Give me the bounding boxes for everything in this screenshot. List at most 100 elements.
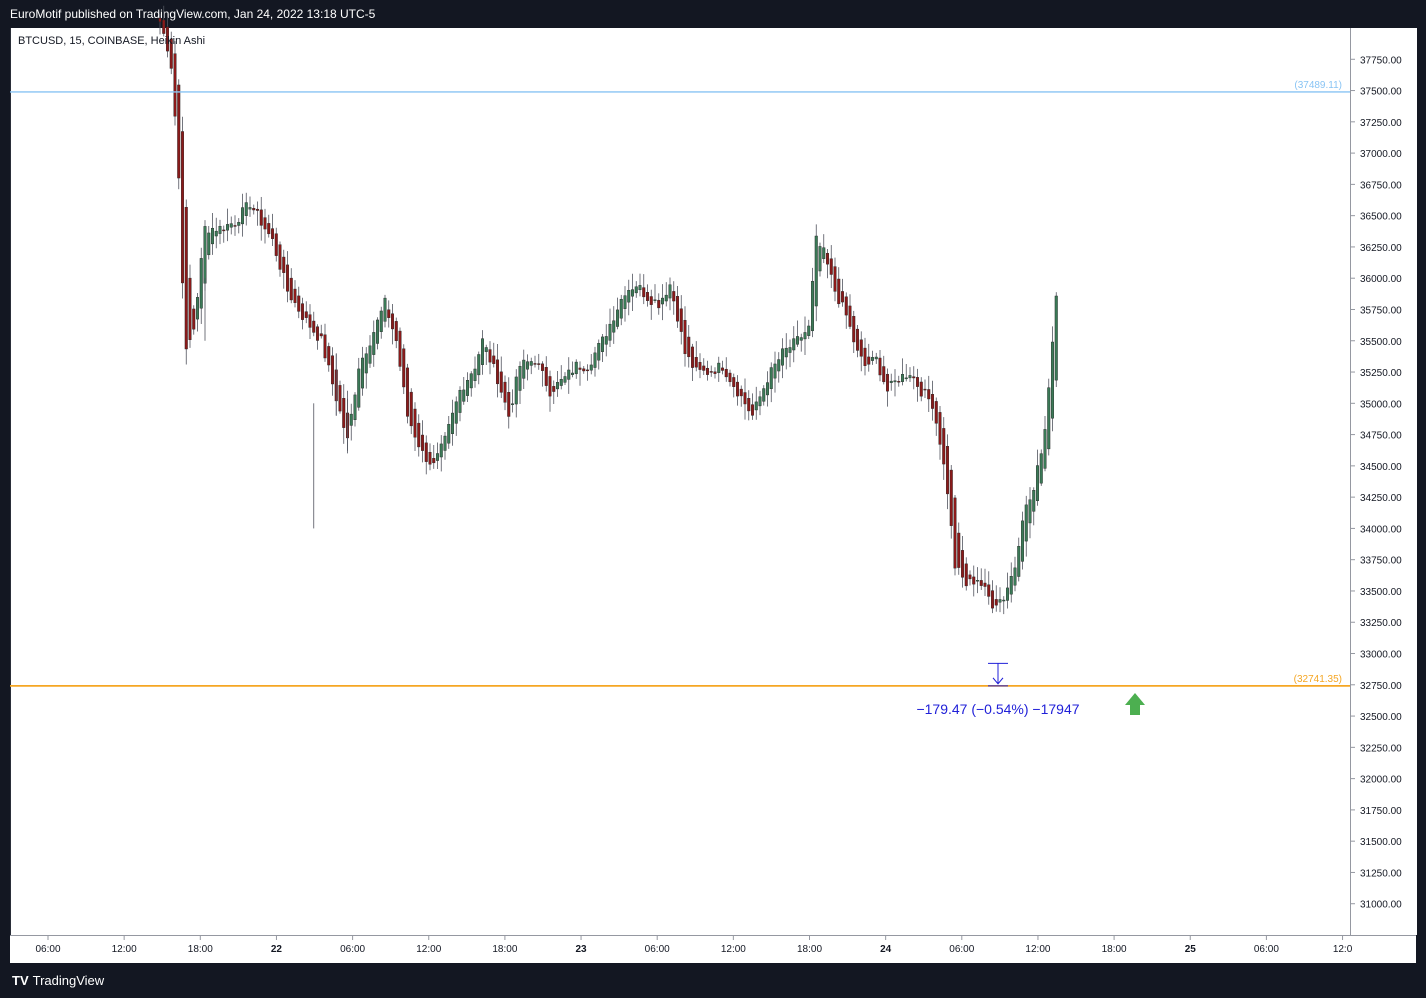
candle-body-up	[529, 361, 533, 366]
candle-body-down	[991, 590, 995, 609]
x-tick-label: 18:00	[492, 944, 517, 955]
y-tick-label: 36750.00	[1360, 180, 1402, 191]
candle-body-up	[462, 389, 466, 402]
x-tick-label: 18:00	[1102, 944, 1127, 955]
candle-body-down	[957, 532, 961, 568]
candle-body-down	[964, 563, 968, 587]
candle-body-up	[518, 366, 522, 391]
candle-body-up	[1035, 465, 1039, 502]
time-axis[interactable]	[10, 935, 1416, 964]
candle-body-up	[818, 246, 822, 272]
candle-body-up	[248, 207, 252, 210]
y-tick-label: 36500.00	[1360, 212, 1402, 223]
candle-body-up	[443, 435, 447, 451]
y-tick-label: 35750.00	[1360, 305, 1402, 316]
brand[interactable]: TV TradingView	[12, 973, 104, 988]
measure-arrowhead	[992, 677, 1004, 685]
candle-body-down	[394, 321, 398, 342]
candle-body-down	[301, 303, 305, 320]
x-tick-label: 18:00	[188, 944, 213, 955]
candle-body-up	[604, 336, 608, 345]
candle-body-down	[312, 320, 316, 333]
resistance-label: (37489.11)	[1294, 80, 1342, 91]
candle-body-up	[619, 298, 623, 319]
candle-body-up	[653, 299, 657, 301]
candle-body-down	[552, 386, 556, 392]
candle-body-up	[634, 286, 638, 294]
candle-body-up	[1047, 387, 1051, 450]
candle-body-up	[623, 295, 627, 309]
y-tick-label: 33250.00	[1360, 618, 1402, 629]
candle-body-down	[863, 347, 867, 366]
candle-body-up	[364, 353, 368, 374]
candle-body-down	[867, 356, 871, 365]
candle-body-up	[574, 361, 578, 375]
y-tick-label: 33500.00	[1360, 587, 1402, 598]
candle-body-down	[282, 256, 286, 273]
candle-body-down	[327, 346, 331, 366]
candle-body-down	[987, 584, 991, 597]
candle-body-up	[612, 320, 616, 333]
candle-body-down	[743, 392, 747, 405]
candle-body-up	[484, 347, 488, 352]
candle-body-down	[702, 365, 706, 371]
candle-body-down	[158, 17, 162, 23]
candle-body-down	[274, 233, 278, 256]
up-arrow-icon	[1125, 693, 1145, 715]
candle-body-down	[829, 258, 833, 275]
candle-body-up	[799, 337, 803, 341]
candle-body-down	[316, 326, 320, 341]
x-tick-label: 06:00	[340, 944, 365, 955]
candle-body-down	[222, 229, 226, 232]
candle-body-down	[428, 452, 432, 465]
chart-pane[interactable]	[10, 28, 1351, 935]
candle-body-down	[919, 381, 923, 397]
candle-body-down	[409, 391, 413, 427]
y-tick-label: 33000.00	[1360, 650, 1402, 661]
candle-body-down	[278, 244, 282, 270]
candle-body-up	[1039, 453, 1043, 484]
candle-body-up	[511, 403, 515, 405]
candle-body-down	[586, 369, 590, 372]
candle-body-up	[481, 338, 485, 365]
candle-body-down	[537, 363, 541, 365]
candle-body-down	[728, 372, 732, 383]
y-tick-label: 36000.00	[1360, 274, 1402, 285]
candle-body-up	[796, 336, 800, 345]
candle-body-up	[237, 222, 241, 226]
candle-body-down	[319, 333, 323, 337]
candle-body-up	[814, 235, 818, 307]
candle-body-up	[357, 368, 361, 408]
candle-body-down	[672, 291, 676, 302]
candle-body-up	[1028, 499, 1032, 524]
x-tick-label: 06:00	[35, 944, 60, 955]
price-axis[interactable]	[1350, 28, 1417, 935]
candle-body-down	[856, 328, 860, 351]
candle-body-down	[721, 367, 725, 371]
candle-body-down	[578, 367, 582, 370]
candle-body-up	[608, 323, 612, 341]
candle-body-down	[398, 330, 402, 367]
x-tick-label: 25	[1185, 944, 1197, 955]
candle-body-up	[225, 224, 229, 231]
candle-body-down	[687, 336, 691, 358]
candle-body-down	[402, 348, 406, 388]
candle-body-up	[766, 382, 770, 396]
candle-body-up	[376, 319, 380, 344]
candle-body-down	[286, 264, 290, 292]
candle-body-down	[488, 349, 492, 363]
candle-body-down	[713, 371, 717, 374]
candle-body-up	[349, 413, 353, 426]
candle-body-up	[901, 374, 905, 382]
candle-body-up	[466, 380, 470, 396]
y-tick-label: 31500.00	[1360, 837, 1402, 848]
candle-body-down	[732, 377, 736, 387]
candle-body-up	[998, 599, 1002, 603]
candle-body-down	[747, 398, 751, 412]
candle-body-up	[874, 356, 878, 360]
candle-body-up	[195, 297, 199, 320]
candle-body-up	[597, 343, 601, 361]
candle-body-down	[533, 363, 537, 365]
candle-body-down	[492, 355, 496, 364]
